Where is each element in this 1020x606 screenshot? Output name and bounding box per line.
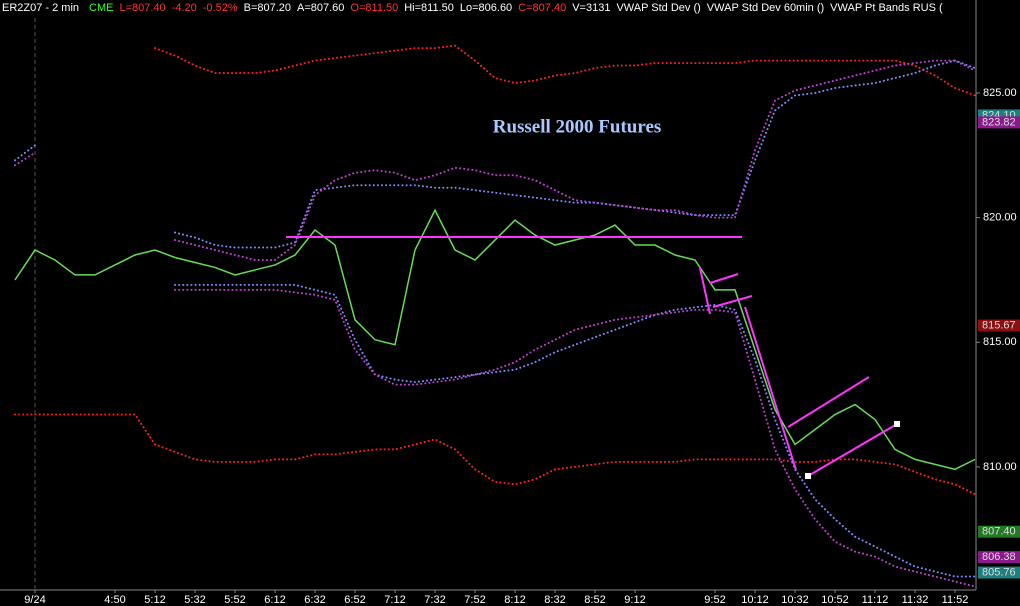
x-tick-label: 6:32 bbox=[304, 594, 325, 606]
header-item: O=811.50 bbox=[350, 2, 398, 14]
x-tick-label: 6:12 bbox=[264, 594, 285, 606]
x-tick-label: 5:32 bbox=[184, 594, 205, 606]
x-tick-label: 9:52 bbox=[704, 594, 725, 606]
x-tick-label: 9:12 bbox=[624, 594, 645, 606]
x-tick-label: 11:32 bbox=[902, 594, 929, 606]
band-line bbox=[14, 413, 976, 496]
price-tag bbox=[978, 116, 1020, 129]
trendlines bbox=[286, 236, 898, 477]
header-item: VWAP Std Dev 60min () bbox=[707, 2, 824, 14]
header: ER2Z07 - 2 min CME L=807.40 -4.20 -0.52% B=80… bbox=[2, 2, 943, 14]
x-tick-label: 10:32 bbox=[781, 594, 809, 606]
x-tick-label: 8:52 bbox=[584, 594, 605, 606]
x-tick-label: 5:52 bbox=[224, 594, 245, 606]
y-tick-label: 815.00 bbox=[983, 336, 1017, 348]
price-tag-label: 823.82 bbox=[982, 116, 1016, 128]
y-tick-label: 810.00 bbox=[983, 461, 1017, 473]
header-item: C=807.40 bbox=[518, 2, 566, 14]
x-tick-label: 6:52 bbox=[344, 594, 365, 606]
x-tick-label: 7:32 bbox=[424, 594, 445, 606]
header-item: -4.20 bbox=[172, 2, 197, 14]
band-line bbox=[14, 144, 36, 162]
trendline bbox=[787, 376, 870, 428]
x-tick-label: 8:12 bbox=[504, 594, 525, 606]
x-tick-label: 10:52 bbox=[821, 594, 849, 606]
price-tag bbox=[978, 319, 1020, 332]
band-line bbox=[154, 44, 976, 97]
band-line bbox=[174, 59, 976, 249]
trendline bbox=[699, 267, 711, 315]
header-item: CME bbox=[89, 2, 113, 14]
band-line bbox=[14, 151, 36, 167]
price-tag bbox=[978, 566, 1020, 579]
header-item: VWAP Std Dev () bbox=[616, 2, 700, 14]
header-item: A=807.60 bbox=[297, 2, 344, 14]
anchor-point bbox=[894, 421, 900, 427]
anchor-point bbox=[805, 473, 811, 479]
trendline bbox=[709, 273, 739, 284]
x-tick-label: 7:52 bbox=[464, 594, 485, 606]
x-tick-label: 9/24 bbox=[24, 594, 45, 606]
header-item: Hi=811.50 bbox=[404, 2, 454, 14]
trendline bbox=[807, 423, 898, 477]
band-line bbox=[174, 288, 976, 588]
header-item: Lo=806.60 bbox=[460, 2, 512, 14]
price-tag bbox=[978, 525, 1020, 538]
band-line bbox=[174, 59, 976, 261]
header-item: VWAP Pt Bands RUS ( bbox=[830, 2, 943, 14]
price-tag-label: 806.38 bbox=[982, 551, 1016, 563]
chart-title: Russell 2000 Futures bbox=[493, 116, 662, 137]
plot bbox=[14, 44, 976, 588]
header-item: -0.52% bbox=[203, 2, 238, 14]
header-item: B=807.20 bbox=[244, 2, 291, 14]
x-tick-label: 5:12 bbox=[144, 594, 165, 606]
price-tag-label: 807.40 bbox=[982, 526, 1016, 538]
header-item: V=3131 bbox=[572, 2, 610, 14]
x-tick-label: 11:12 bbox=[862, 594, 889, 606]
price-line bbox=[14, 208, 976, 471]
x-tick-label: 4:50 bbox=[104, 594, 125, 606]
x-tick-label: 11:52 bbox=[942, 594, 969, 606]
price-tag-label: 805.76 bbox=[982, 566, 1016, 578]
trendline bbox=[744, 306, 797, 471]
header-item: L=807.40 bbox=[119, 2, 165, 14]
trendline bbox=[712, 295, 753, 308]
y-tick-label: 820.00 bbox=[983, 212, 1017, 224]
x-tick-label: 7:12 bbox=[384, 594, 405, 606]
header-item: ER2Z07 - 2 min bbox=[2, 2, 79, 14]
price-tag-label: 815.67 bbox=[982, 319, 1016, 331]
price-tag bbox=[978, 551, 1020, 564]
y-tick-label: 825.00 bbox=[983, 87, 1017, 99]
x-tick-label: 8:32 bbox=[544, 594, 565, 606]
x-tick-label: 10:12 bbox=[741, 594, 769, 606]
